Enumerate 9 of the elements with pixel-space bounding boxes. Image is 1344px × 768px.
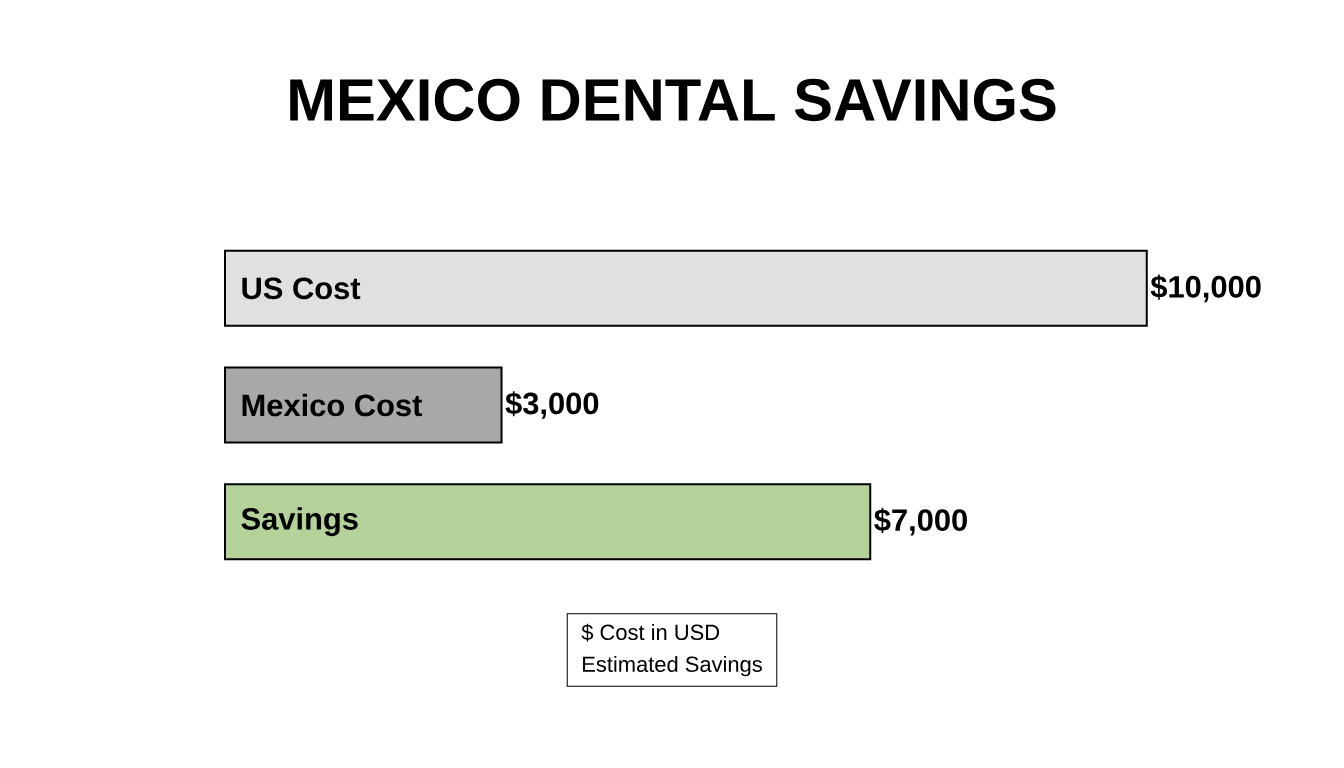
data-label: $3,000 xyxy=(505,391,599,419)
y-tick-label: US Cost xyxy=(242,277,361,300)
y-tick-label: Mexico Cost xyxy=(242,393,423,417)
y-tick-label: Savings xyxy=(241,507,358,537)
data-label: $7,000 xyxy=(874,507,967,536)
data-label: $10,000 xyxy=(1150,274,1261,303)
text: Estimated Savings xyxy=(583,655,762,677)
text: $ Cost in USD xyxy=(581,623,720,642)
chart-title: MEXICO DENTAL SAVINGS xyxy=(290,78,1056,122)
